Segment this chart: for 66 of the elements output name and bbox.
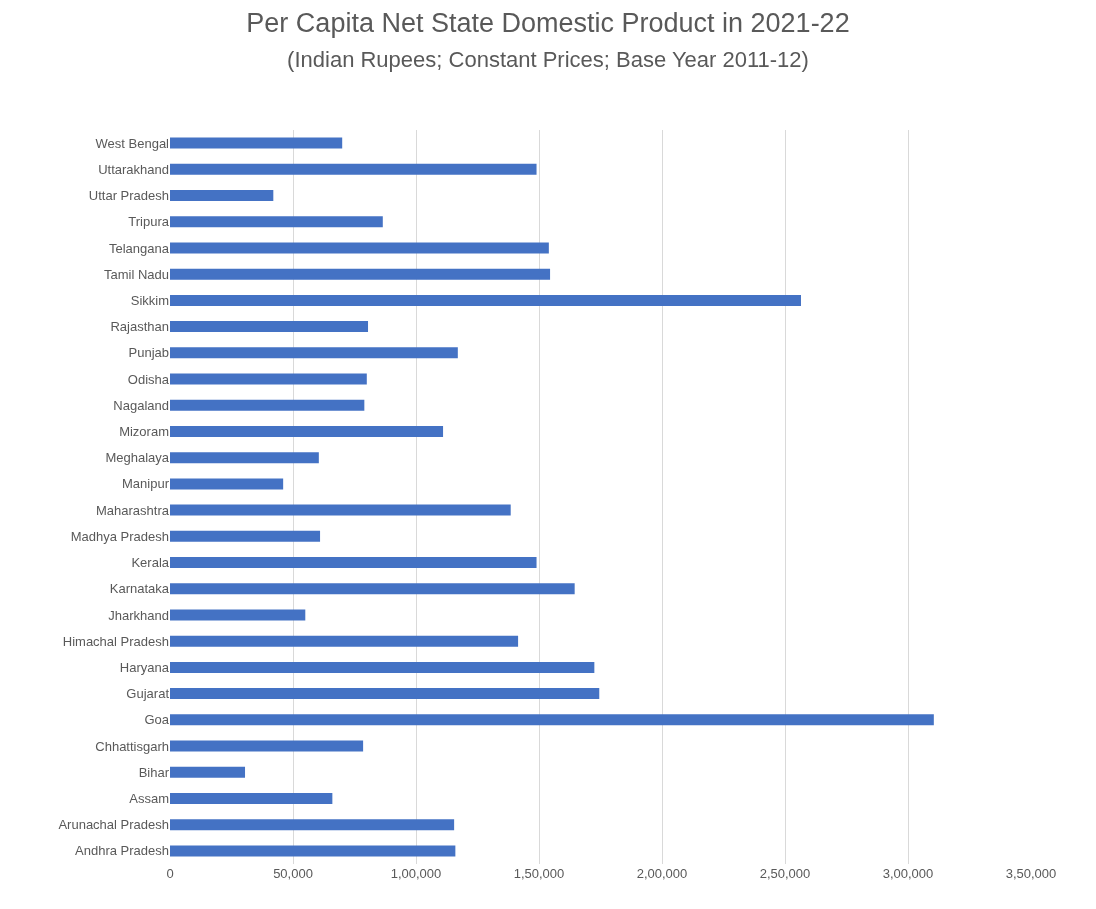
bar <box>170 766 246 778</box>
bar <box>170 845 456 857</box>
bar <box>170 688 600 700</box>
x-tick-label: 1,00,000 <box>390 866 442 881</box>
bar <box>170 216 383 228</box>
y-tick-label: Meghalaya <box>105 450 170 466</box>
y-tick-label: Maharashtra <box>96 502 170 518</box>
bar <box>170 399 365 411</box>
y-tick-label: Nagaland <box>113 397 169 413</box>
y-tick-label: Sikkim <box>130 292 169 308</box>
y-tick-label: Uttarakhand <box>98 161 169 177</box>
y-tick-label: Arunachal Pradesh <box>58 817 169 833</box>
bar <box>170 190 274 202</box>
bar <box>170 583 575 595</box>
y-tick-label: Manipur <box>122 476 170 492</box>
y-tick-label: Gujarat <box>126 686 170 702</box>
bar <box>170 504 511 516</box>
bar <box>170 819 455 831</box>
x-tick-label: 1,50,000 <box>513 866 565 881</box>
x-tick-label: 2,00,000 <box>636 866 688 881</box>
x-tick-label: 2,50,000 <box>759 866 811 881</box>
y-tick-label: Telangana <box>109 240 170 256</box>
bar <box>170 557 537 569</box>
bar <box>170 268 551 280</box>
bar <box>170 242 549 254</box>
y-tick-label: Karnataka <box>109 581 170 597</box>
x-tick-label: 3,50,000 <box>1005 866 1057 881</box>
y-tick-label: Andhra Pradesh <box>75 843 169 859</box>
y-tick-label: Rajasthan <box>110 319 169 335</box>
y-tick-label: Kerala <box>131 555 170 571</box>
y-tick-label: Mizoram <box>119 424 169 440</box>
bar <box>170 530 321 542</box>
y-tick-label: West Bengal <box>95 135 170 151</box>
bar <box>170 661 595 673</box>
bar <box>170 609 306 621</box>
bar <box>170 294 801 306</box>
bar <box>170 452 319 464</box>
chart-title: Per Capita Net State Domestic Product in 2021-22 <box>246 7 850 38</box>
y-tick-label: Haryana <box>119 659 170 675</box>
chart-subtitle: (Indian Rupees; Constant Prices; Base Year 2011-12) <box>287 46 809 72</box>
bar <box>170 163 537 175</box>
bar <box>170 792 333 804</box>
y-tick-label: Himachal Pradesh <box>62 633 169 649</box>
bar <box>170 321 369 333</box>
bar <box>170 137 343 149</box>
y-tick-label: Uttar Pradesh <box>88 188 169 204</box>
bar <box>170 740 364 752</box>
y-tick-label: Tamil Nadu <box>103 266 169 282</box>
y-tick-label: Jharkhand <box>108 607 169 623</box>
y-tick-label: Tripura <box>128 214 170 230</box>
x-tick-label: 50,000 <box>273 866 313 881</box>
y-tick-label: Madhya Pradesh <box>70 528 169 544</box>
y-tick-label: Chhattisgarh <box>95 738 169 754</box>
bar <box>170 478 284 490</box>
x-tick-label: 0 <box>166 866 174 881</box>
y-tick-label: Bihar <box>138 764 170 780</box>
bar <box>170 347 458 359</box>
y-tick-label: Goa <box>144 712 170 728</box>
y-tick-label: Assam <box>129 791 169 807</box>
bar <box>170 714 934 726</box>
x-tick-label: 3,00,000 <box>882 866 934 881</box>
bar <box>170 635 519 647</box>
bar <box>170 425 444 437</box>
bar <box>170 373 367 385</box>
y-tick-label: Punjab <box>128 345 169 361</box>
y-tick-label: Odisha <box>127 371 170 387</box>
